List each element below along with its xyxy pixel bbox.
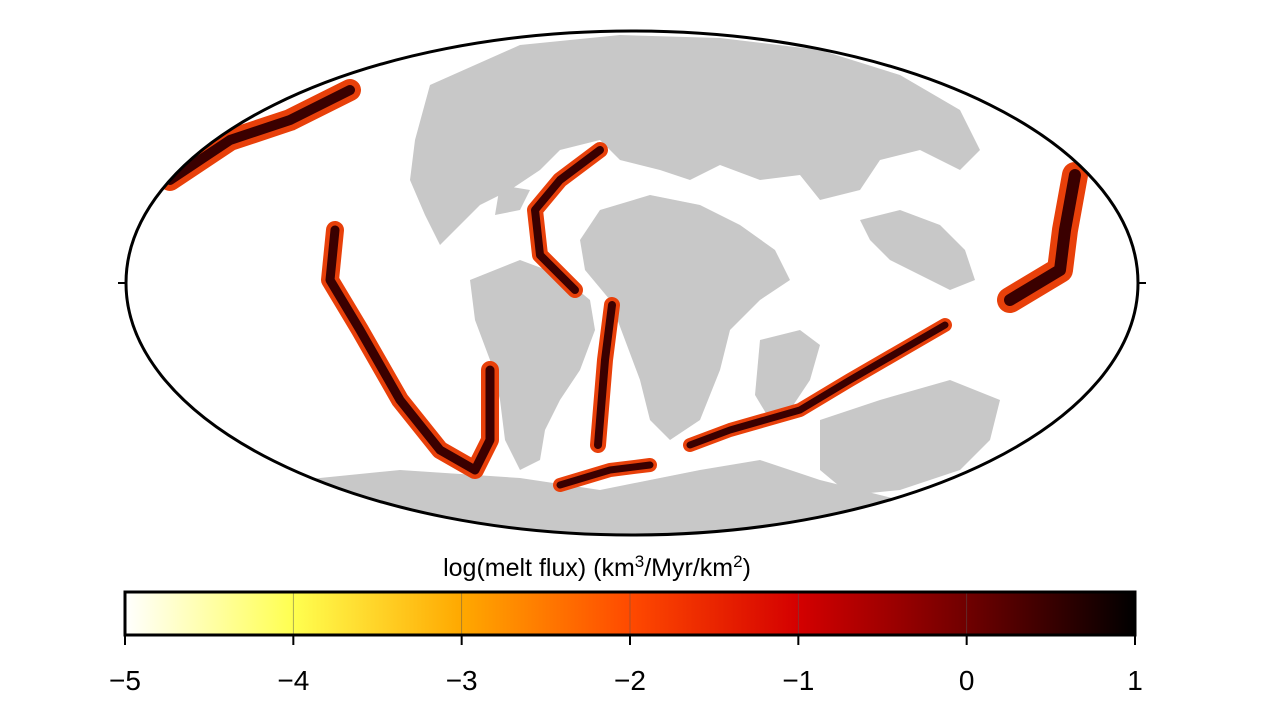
tick-label: −4 bbox=[277, 665, 309, 696]
ridge bbox=[594, 301, 616, 449]
label-text: ) bbox=[743, 554, 751, 582]
tick-label: 1 bbox=[1127, 665, 1143, 696]
map bbox=[118, 29, 1146, 537]
ridge bbox=[165, 85, 355, 185]
land-south-america bbox=[470, 260, 595, 470]
ridge bbox=[531, 146, 604, 294]
tick-label: 0 bbox=[959, 665, 975, 696]
colorbar: −5 −4 −3 −2 −1 0 1 bbox=[109, 590, 1143, 696]
melt-ridges bbox=[159, 79, 1088, 492]
label-text: log(melt flux) (km bbox=[443, 554, 635, 582]
land-caribbean bbox=[495, 185, 530, 215]
ridge bbox=[556, 461, 654, 489]
ridge bbox=[325, 225, 495, 475]
label-text: /Myr/km bbox=[644, 554, 733, 582]
ridge bbox=[1004, 169, 1081, 306]
colorbar-label: log(melt flux) (km3/Myr/km2) bbox=[443, 552, 751, 583]
land-north bbox=[410, 35, 980, 245]
ridge bbox=[686, 321, 949, 449]
tick-label: −2 bbox=[614, 665, 646, 696]
land-africa bbox=[580, 195, 790, 440]
tick-label: −3 bbox=[446, 665, 478, 696]
tick-label: −5 bbox=[109, 665, 141, 696]
land-asia-islands bbox=[860, 210, 975, 290]
land-madagascar bbox=[755, 330, 820, 420]
label-sup: 3 bbox=[635, 552, 644, 571]
label-sup: 2 bbox=[733, 552, 742, 571]
colorbar-frame bbox=[123, 590, 1137, 637]
land-australia bbox=[820, 380, 1000, 495]
tick-label: −1 bbox=[782, 665, 814, 696]
